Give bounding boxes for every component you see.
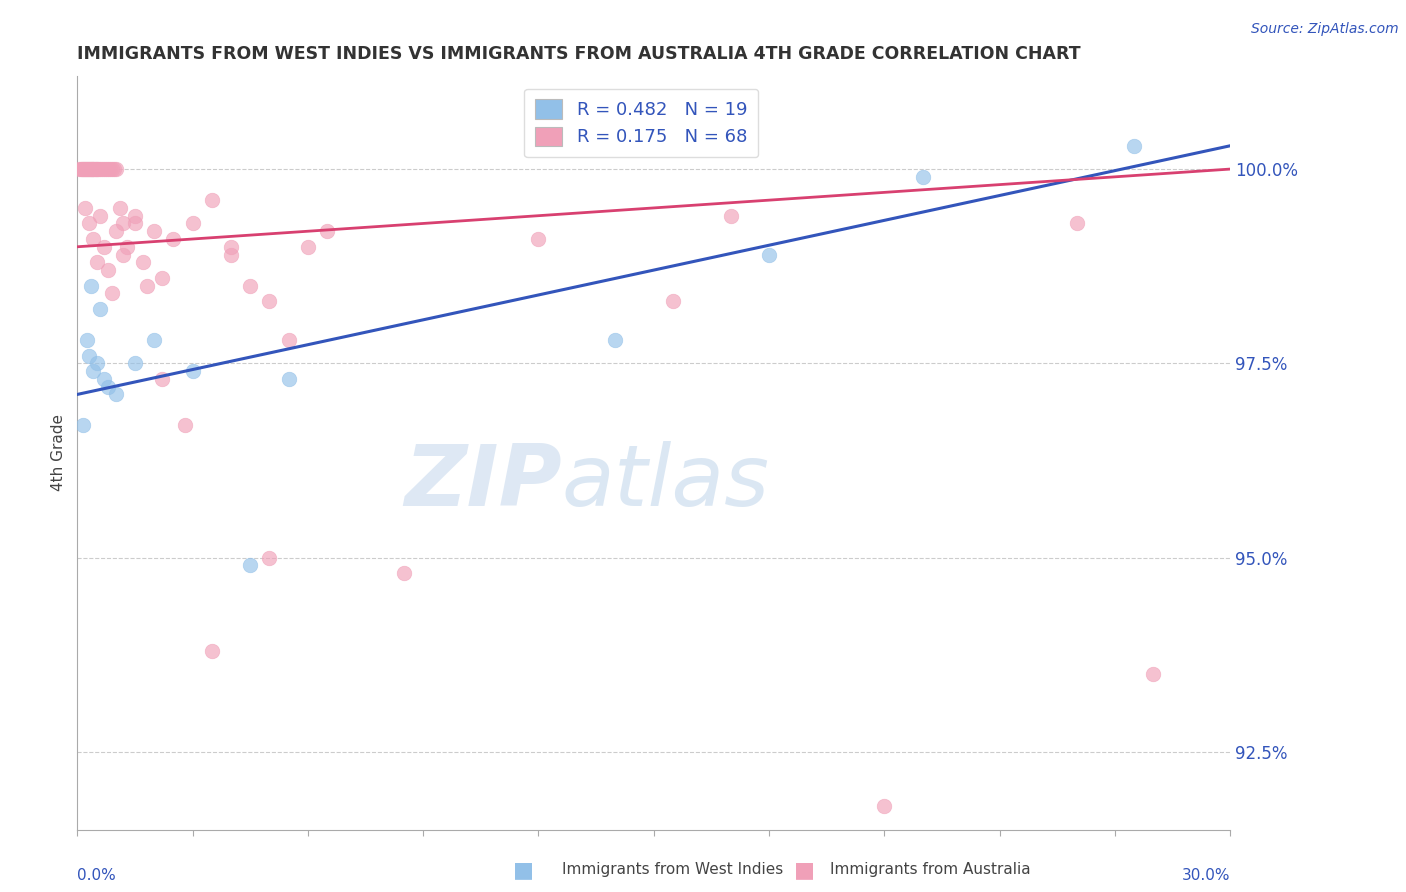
Point (259, 550, 281, 565)
Point (70, 162, 93, 177)
Text: ■: ■ (513, 860, 533, 880)
Point (135, 278, 157, 293)
Y-axis label: 4th Grade: 4th Grade (51, 414, 66, 491)
Point (104, 387, 127, 401)
Point (239, 558, 262, 573)
Point (93, 372, 115, 386)
Point (104, 162, 127, 177)
Point (97, 162, 120, 177)
Text: Immigrants from Australia: Immigrants from Australia (830, 863, 1031, 877)
Point (76, 162, 98, 177)
Point (84, 162, 107, 177)
Point (87, 162, 110, 177)
Point (82, 162, 104, 177)
Point (72, 418, 94, 433)
Point (201, 644, 224, 658)
Point (239, 278, 262, 293)
Point (79, 162, 101, 177)
Point (80, 278, 103, 293)
Text: 0.0%: 0.0% (77, 869, 117, 883)
Point (143, 333, 166, 347)
Point (86, 356, 108, 370)
Point (259, 294, 281, 309)
Point (162, 232, 184, 246)
Point (91, 162, 114, 177)
Point (297, 240, 319, 254)
Point (82, 364, 104, 378)
Point (73, 162, 96, 177)
Point (76, 333, 98, 347)
Point (70, 162, 93, 177)
Point (720, 209, 742, 223)
Point (316, 224, 339, 238)
Point (662, 294, 685, 309)
Point (101, 286, 124, 301)
Point (67, 162, 90, 177)
Point (72, 162, 94, 177)
Point (73, 162, 96, 177)
Point (89, 162, 111, 177)
Text: ZIP: ZIP (404, 442, 561, 524)
Text: atlas: atlas (561, 442, 769, 524)
Point (112, 217, 135, 231)
Point (97, 263, 120, 277)
Point (77, 162, 100, 177)
Point (124, 217, 146, 231)
Point (73, 201, 96, 215)
Point (101, 162, 124, 177)
Legend: R = 0.482   N = 19, R = 0.175   N = 68: R = 0.482 N = 19, R = 0.175 N = 68 (524, 88, 758, 157)
Point (77, 217, 100, 231)
Point (911, 169, 934, 184)
Point (201, 193, 224, 207)
Point (98, 162, 121, 177)
Point (758, 247, 780, 261)
Point (83, 162, 105, 177)
Point (219, 247, 242, 261)
Point (82, 232, 104, 246)
Point (1123, 138, 1146, 153)
Point (174, 418, 197, 433)
Point (89, 301, 111, 316)
Point (219, 240, 242, 254)
Point (86, 255, 108, 269)
Point (104, 224, 127, 238)
Text: ■: ■ (794, 860, 814, 880)
Point (143, 224, 166, 238)
Point (77, 349, 100, 363)
Point (181, 217, 204, 231)
Text: Source: ZipAtlas.com: Source: ZipAtlas.com (1251, 22, 1399, 37)
Point (76, 162, 98, 177)
Point (181, 364, 204, 378)
Point (150, 270, 173, 285)
Point (112, 247, 135, 261)
Text: 30.0%: 30.0% (1182, 869, 1230, 883)
Point (86, 162, 108, 177)
Text: IMMIGRANTS FROM WEST INDIES VS IMMIGRANTS FROM AUSTRALIA 4TH GRADE CORRELATION C: IMMIGRANTS FROM WEST INDIES VS IMMIGRANT… (77, 45, 1081, 63)
Point (97, 379, 120, 393)
Point (1142, 667, 1164, 681)
Point (150, 372, 173, 386)
Point (277, 372, 299, 386)
Point (131, 255, 153, 269)
Point (103, 162, 125, 177)
Point (80, 162, 103, 177)
Text: Immigrants from West Indies: Immigrants from West Indies (562, 863, 783, 877)
Point (117, 240, 139, 254)
Point (873, 799, 896, 814)
Point (75, 162, 97, 177)
Point (96, 162, 117, 177)
Point (527, 232, 550, 246)
Point (605, 333, 627, 347)
Point (392, 566, 415, 581)
Point (124, 209, 146, 223)
Point (89, 209, 111, 223)
Point (277, 333, 299, 347)
Point (1066, 217, 1088, 231)
Point (93, 240, 115, 254)
Point (93, 162, 115, 177)
Point (124, 356, 146, 370)
Point (80, 162, 103, 177)
Point (108, 201, 131, 215)
Point (82, 162, 104, 177)
